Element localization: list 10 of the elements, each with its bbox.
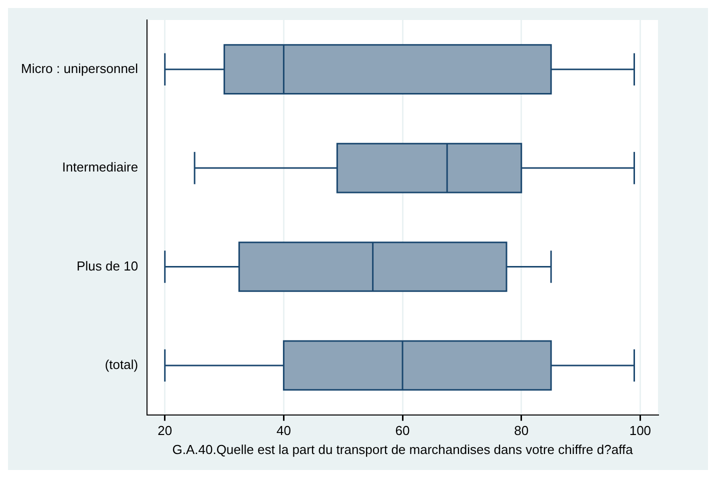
y-tick-label: Intermediaire (62, 160, 138, 175)
x-tick-label: 80 (514, 423, 529, 438)
x-tick-label: 20 (158, 423, 172, 438)
y-tick-label: Micro : unipersonnel (20, 60, 138, 76)
x-tick-label: 40 (276, 423, 291, 438)
x-axis-title: G.A.40.Quelle est la part du transport de marchandises dans votre chiffre d?affa (172, 442, 634, 457)
y-tick-label: Plus de 10 (76, 258, 138, 274)
x-tick-label: 100 (629, 423, 652, 438)
y-tick-label: (total) (104, 357, 138, 372)
x-tick-label: 60 (395, 423, 410, 438)
